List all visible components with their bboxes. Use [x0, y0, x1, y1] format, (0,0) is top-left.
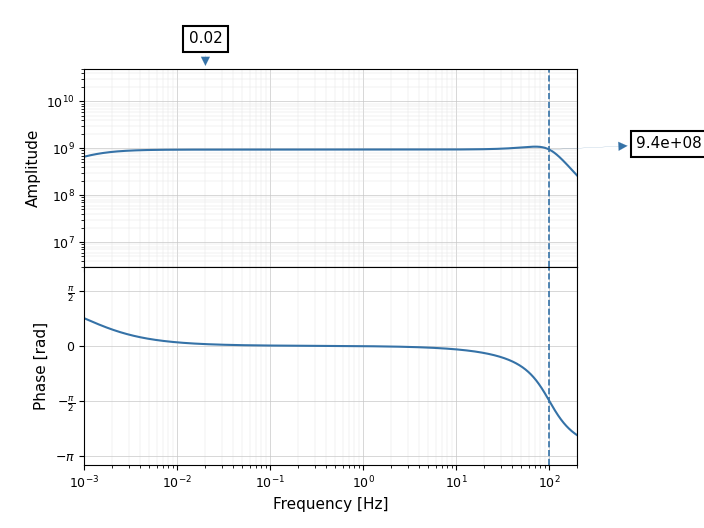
Y-axis label: Amplitude: Amplitude — [25, 128, 41, 207]
Y-axis label: Phase [rad]: Phase [rad] — [34, 322, 49, 410]
Text: 0.02: 0.02 — [189, 32, 222, 65]
Text: 9.4e+08: 9.4e+08 — [552, 136, 702, 152]
X-axis label: Frequency [Hz]: Frequency [Hz] — [273, 496, 389, 512]
